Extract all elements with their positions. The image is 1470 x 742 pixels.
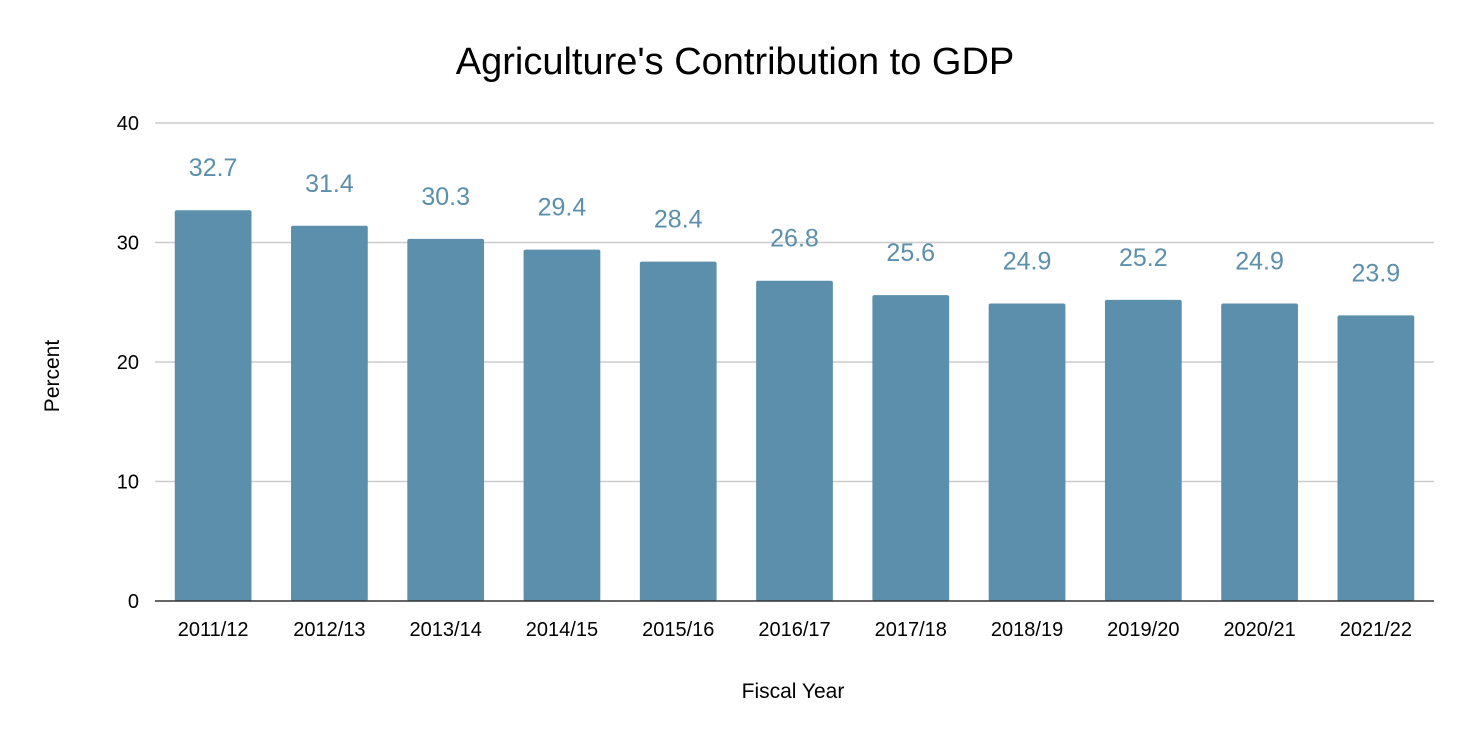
x-tick-label: 2012/13 [293,619,365,641]
bar [988,303,1066,601]
x-axis-ticks: 2011/12 2012/13 2013/14 2014/15 2015/16 2016/… [178,619,1412,641]
data-labels: 32.7 31.4 30.3 29.4 28.4 26.8 25.6 24.9 25.2 24.9… [189,154,1400,287]
bar [523,249,601,602]
x-axis-title: Fiscal Year [742,680,845,703]
bar [872,295,950,601]
y-tick-label: 40 [117,113,139,135]
bar [1104,299,1182,601]
data-label: 28.4 [654,206,703,234]
data-label: 32.7 [189,154,238,182]
data-label: 24.9 [1235,247,1284,275]
y-tick-label: 20 [117,352,139,374]
data-label: 26.8 [770,225,819,253]
bar [291,225,368,601]
y-tick-label: 30 [117,233,139,255]
x-tick-label: 2013/14 [410,619,482,641]
x-tick-label: 2017/18 [875,619,947,641]
bar [756,280,833,601]
x-tick-label: 2020/21 [1223,619,1295,641]
x-tick-label: 2016/17 [758,619,830,641]
data-label: 25.2 [1119,244,1168,272]
data-label: 31.4 [305,170,354,198]
y-tick-label: 10 [117,472,139,494]
bars [174,210,1415,602]
y-axis-title: Percent [41,340,64,413]
data-label: 30.3 [421,183,470,211]
bar [1221,303,1298,601]
bar [1337,315,1415,601]
bar [407,238,485,602]
bar [174,210,252,602]
x-tick-label: 2011/12 [178,619,249,641]
data-label: 25.6 [886,239,935,267]
data-label: 23.9 [1352,259,1401,287]
data-label: 24.9 [1003,247,1052,275]
x-tick-label: 2014/15 [526,619,598,641]
x-tick-label: 2015/16 [642,619,714,641]
y-axis-ticks: 0 10 20 30 40 [117,113,139,613]
bar [639,261,717,601]
chart-title: Agriculture's Contribution to GDP [456,41,1015,83]
x-tick-label: 2018/19 [991,619,1063,641]
x-tick-label: 2021/22 [1340,619,1412,641]
data-label: 29.4 [538,194,587,222]
y-tick-label: 0 [128,591,139,613]
x-tick-label: 2019/20 [1107,619,1179,641]
